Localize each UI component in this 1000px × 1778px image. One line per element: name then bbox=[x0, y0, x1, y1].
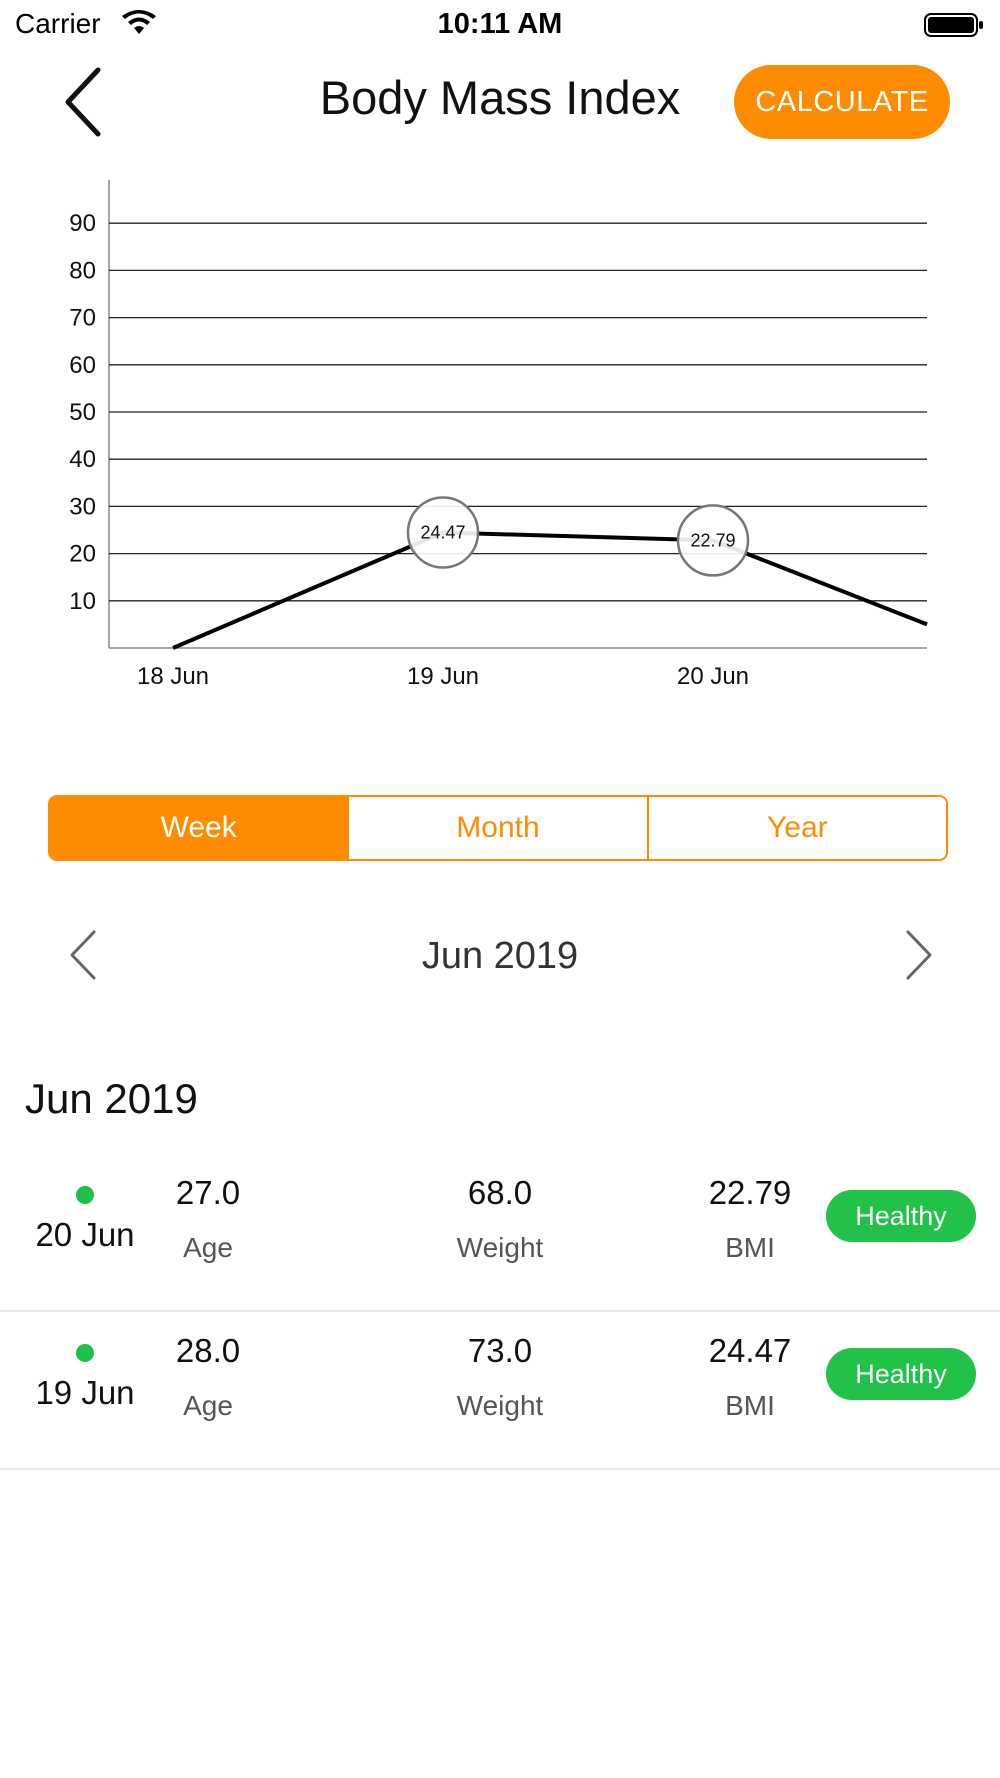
y-tick-label: 60 bbox=[69, 352, 96, 379]
wifi-icon bbox=[122, 10, 156, 34]
battery-icon bbox=[924, 13, 983, 37]
status-dot-icon bbox=[76, 1344, 94, 1362]
record-age-label: Age bbox=[183, 1390, 233, 1421]
x-tick-label: 19 Jun bbox=[407, 663, 479, 690]
y-tick-label: 10 bbox=[69, 588, 96, 615]
data-point bbox=[406, 496, 480, 569]
record-age: 28.0 bbox=[175, 1332, 241, 1369]
x-tick-label: 18 Jun bbox=[137, 663, 209, 690]
record-age: 27.0 bbox=[175, 1174, 241, 1211]
status-dot-icon bbox=[76, 1186, 94, 1204]
section-title: Jun 2019 bbox=[25, 1075, 198, 1122]
period-label: Jun 2019 bbox=[421, 935, 579, 977]
record-bmi: 24.47 bbox=[708, 1332, 792, 1369]
record-date: 19 Jun bbox=[35, 1374, 135, 1411]
y-tick-label: 80 bbox=[69, 257, 96, 284]
data-point bbox=[676, 504, 750, 577]
carrier-label: Carrier bbox=[15, 8, 101, 39]
record-weight-label: Weight bbox=[456, 1232, 544, 1263]
calculate-button[interactable]: CALCULATE bbox=[734, 65, 950, 139]
status-badge: Healthy bbox=[826, 1348, 976, 1400]
series-line bbox=[172, 530, 928, 650]
segment-year[interactable]: Year bbox=[646, 797, 946, 859]
status-time: 10:11 AM bbox=[437, 8, 563, 40]
page-title: Body Mass Index bbox=[319, 71, 681, 124]
record-bmi-label: BMI bbox=[725, 1232, 775, 1263]
y-tick-label: 70 bbox=[69, 305, 96, 332]
segment-week[interactable]: Week bbox=[50, 797, 348, 859]
back-chevron-icon[interactable] bbox=[60, 62, 106, 142]
record-weight: 73.0 bbox=[467, 1332, 533, 1369]
record-weight-label: Weight bbox=[456, 1390, 544, 1421]
y-tick-label: 40 bbox=[69, 446, 96, 473]
record-row[interactable]: 19 Jun 28.0 Age 73.0 Weight 24.47 BMI He… bbox=[0, 1312, 1000, 1470]
previous-period-chevron-icon[interactable] bbox=[66, 928, 100, 982]
data-label: 24.47 bbox=[420, 523, 465, 543]
record-date: 20 Jun bbox=[35, 1216, 135, 1253]
status-bar: Carrier 10:11 AM bbox=[0, 0, 1000, 50]
record-bmi-label: BMI bbox=[725, 1390, 775, 1421]
record-bmi: 22.79 bbox=[708, 1174, 792, 1211]
status-badge: Healthy bbox=[826, 1190, 976, 1242]
record-age-label: Age bbox=[183, 1232, 233, 1263]
record-row[interactable]: 20 Jun 27.0 Age 68.0 Weight 22.79 BMI He… bbox=[0, 1154, 1000, 1312]
range-segmented-control: Week Month Year bbox=[48, 795, 948, 861]
y-tick-label: 30 bbox=[69, 493, 96, 520]
y-tick-label: 50 bbox=[69, 399, 96, 426]
y-tick-label: 90 bbox=[69, 210, 96, 237]
record-weight: 68.0 bbox=[467, 1174, 533, 1211]
next-period-chevron-icon[interactable] bbox=[902, 928, 936, 982]
segment-month[interactable]: Month bbox=[347, 797, 647, 859]
data-label: 22.79 bbox=[690, 530, 735, 550]
bmi-line-chart: 10 20 30 40 50 60 70 80 90 18 Jun 19 Jun 20 Jun 24.4… bbox=[69, 180, 928, 690]
x-tick-label: 20 Jun bbox=[677, 663, 749, 690]
y-tick-label: 20 bbox=[69, 541, 96, 568]
